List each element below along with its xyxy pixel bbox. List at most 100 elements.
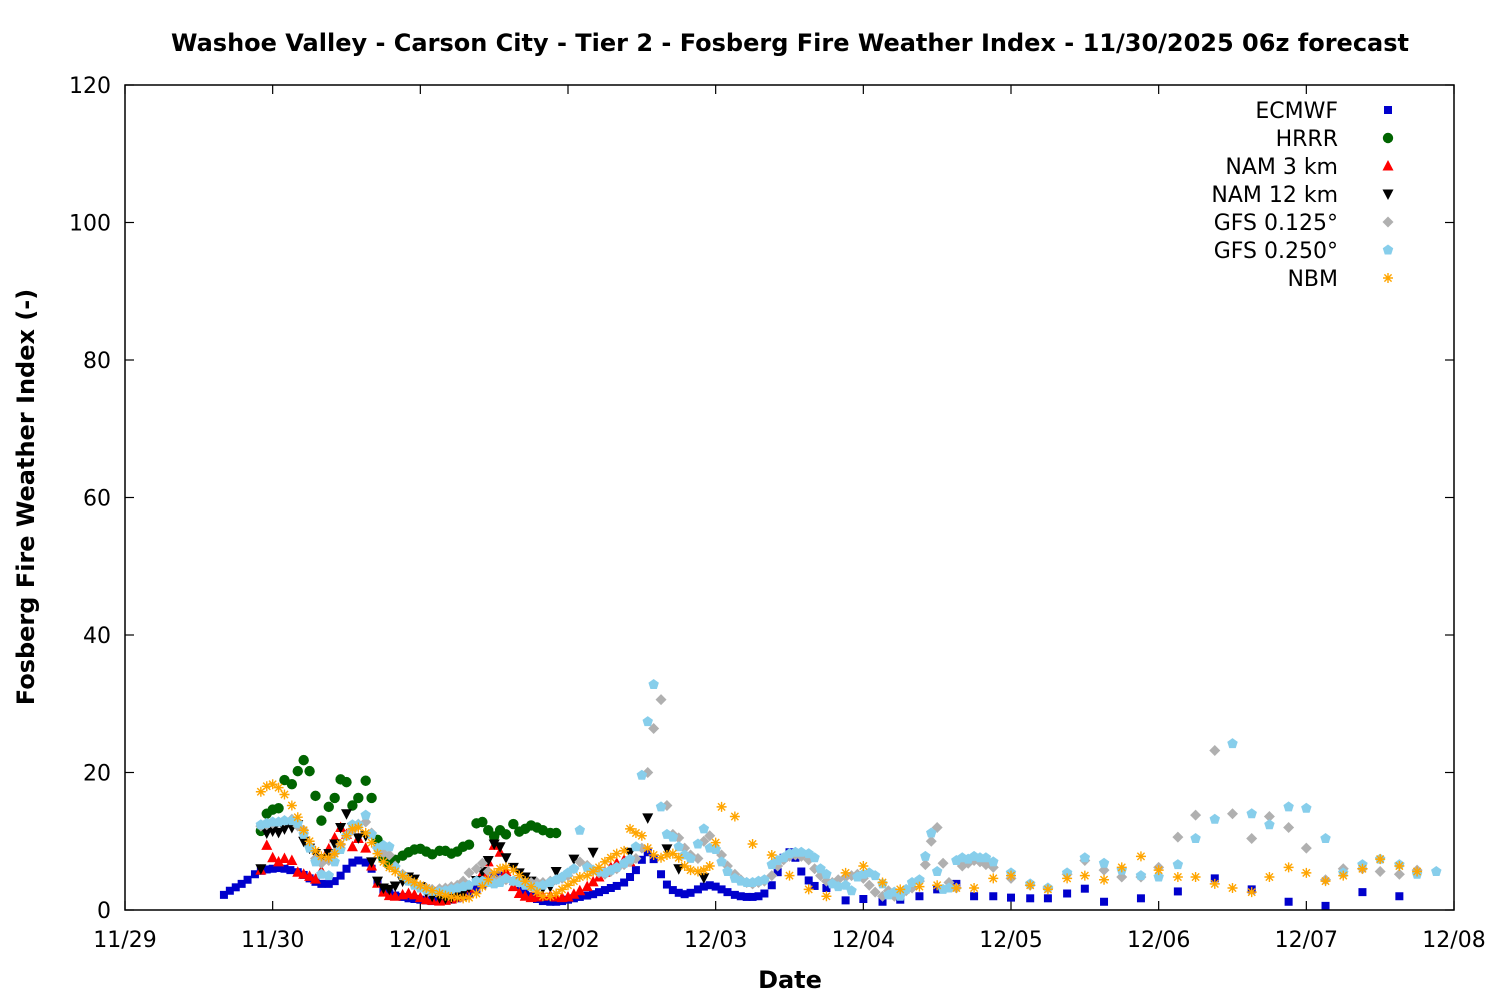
data-point — [346, 840, 358, 852]
data-point — [679, 861, 690, 871]
data-point — [372, 876, 384, 888]
data-point — [471, 888, 482, 899]
data-point — [1006, 870, 1016, 881]
data-point — [330, 877, 339, 886]
legend-entry: NAM 12 km — [1211, 183, 1394, 208]
data-point — [1300, 842, 1312, 854]
data-point — [821, 868, 832, 879]
data-point — [280, 864, 289, 873]
data-point — [766, 850, 777, 860]
data-point — [809, 852, 820, 863]
data-point — [415, 880, 426, 891]
data-point — [869, 886, 881, 898]
x-tick-label: 12/02 — [536, 928, 599, 953]
data-point — [693, 885, 702, 894]
data-point — [440, 890, 451, 901]
y-tick-label: 40 — [83, 624, 111, 649]
data-point — [500, 862, 511, 873]
data-point — [452, 892, 463, 903]
data-point — [279, 789, 290, 800]
data-point — [434, 888, 445, 899]
data-point — [841, 896, 850, 905]
data-point — [620, 878, 629, 887]
data-point — [1227, 883, 1238, 893]
data-point — [595, 888, 604, 897]
data-point — [286, 800, 297, 811]
data-point — [673, 841, 684, 852]
data-point — [274, 864, 283, 873]
data-point — [389, 881, 401, 892]
data-point — [366, 837, 377, 848]
data-point — [630, 841, 642, 852]
data-point — [821, 891, 832, 902]
data-point — [815, 863, 826, 874]
data-point — [599, 856, 610, 867]
data-point — [298, 836, 310, 848]
data-point — [360, 775, 371, 786]
data-point — [587, 875, 599, 887]
data-point — [673, 852, 684, 863]
x-tick-label: 12/04 — [832, 928, 895, 953]
data-point — [723, 888, 732, 897]
x-tick-label: 11/29 — [93, 928, 156, 953]
data-point — [1042, 884, 1053, 895]
legend-entry: GFS 0.125° — [1214, 211, 1394, 236]
data-point — [323, 801, 334, 813]
data-point — [589, 890, 598, 899]
x-tick-label: 12/05 — [979, 928, 1042, 953]
legend-label: NAM 12 km — [1211, 183, 1338, 208]
data-point — [1172, 859, 1184, 870]
data-point — [563, 880, 573, 891]
data-point — [360, 809, 371, 820]
data-point — [1190, 809, 1202, 821]
data-point — [797, 867, 806, 876]
legend-label: GFS 0.125° — [1214, 211, 1338, 236]
data-point — [803, 884, 814, 895]
data-point — [931, 866, 943, 876]
data-point — [329, 848, 340, 859]
legend-label: NBM — [1287, 267, 1338, 292]
data-point — [1358, 888, 1367, 897]
legend-marker — [1382, 132, 1394, 144]
data-point — [278, 852, 290, 863]
data-point — [482, 866, 494, 877]
data-point — [335, 839, 346, 849]
data-point — [304, 765, 315, 777]
data-point — [970, 892, 979, 901]
legend-entry: NAM 3 km — [1225, 155, 1394, 180]
data-point — [1227, 808, 1238, 820]
data-point — [583, 891, 592, 900]
data-point — [748, 892, 757, 901]
data-point — [594, 862, 605, 873]
data-point — [1227, 738, 1238, 749]
data-point — [655, 801, 667, 812]
legend-entry: NBM — [1287, 267, 1393, 292]
data-point — [477, 816, 488, 828]
data-point — [636, 769, 648, 780]
data-point — [730, 890, 739, 899]
data-point — [500, 829, 512, 840]
data-point — [1079, 870, 1090, 881]
data-point — [951, 883, 962, 893]
data-point — [657, 870, 666, 879]
data-point — [1338, 870, 1349, 881]
data-point — [1063, 889, 1072, 898]
data-point — [261, 781, 272, 792]
data-point — [915, 892, 924, 901]
data-point — [298, 754, 309, 766]
data-point — [937, 857, 949, 869]
data-point — [341, 809, 352, 820]
data-point — [810, 881, 819, 890]
data-point — [636, 830, 647, 841]
data-point — [686, 888, 695, 897]
data-point — [692, 852, 704, 864]
y-tick-labels: 0 20 40 60 80 100 120 — [69, 74, 111, 924]
data-point — [969, 883, 980, 893]
data-point — [298, 825, 309, 836]
data-point — [268, 864, 277, 873]
data-point — [352, 833, 364, 844]
data-point — [1357, 863, 1368, 874]
legend-marker — [1383, 273, 1393, 283]
data-point — [568, 854, 580, 866]
